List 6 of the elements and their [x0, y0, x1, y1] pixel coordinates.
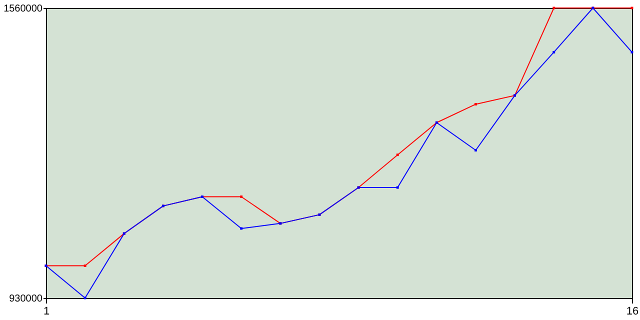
x-tick-label: 1 — [43, 306, 50, 318]
y-tick-label: 930000 — [9, 294, 43, 304]
x-tick-label: 16 — [626, 306, 639, 318]
point — [396, 154, 399, 156]
point — [552, 50, 556, 54]
y-tick-label: 1560000 — [4, 4, 43, 14]
